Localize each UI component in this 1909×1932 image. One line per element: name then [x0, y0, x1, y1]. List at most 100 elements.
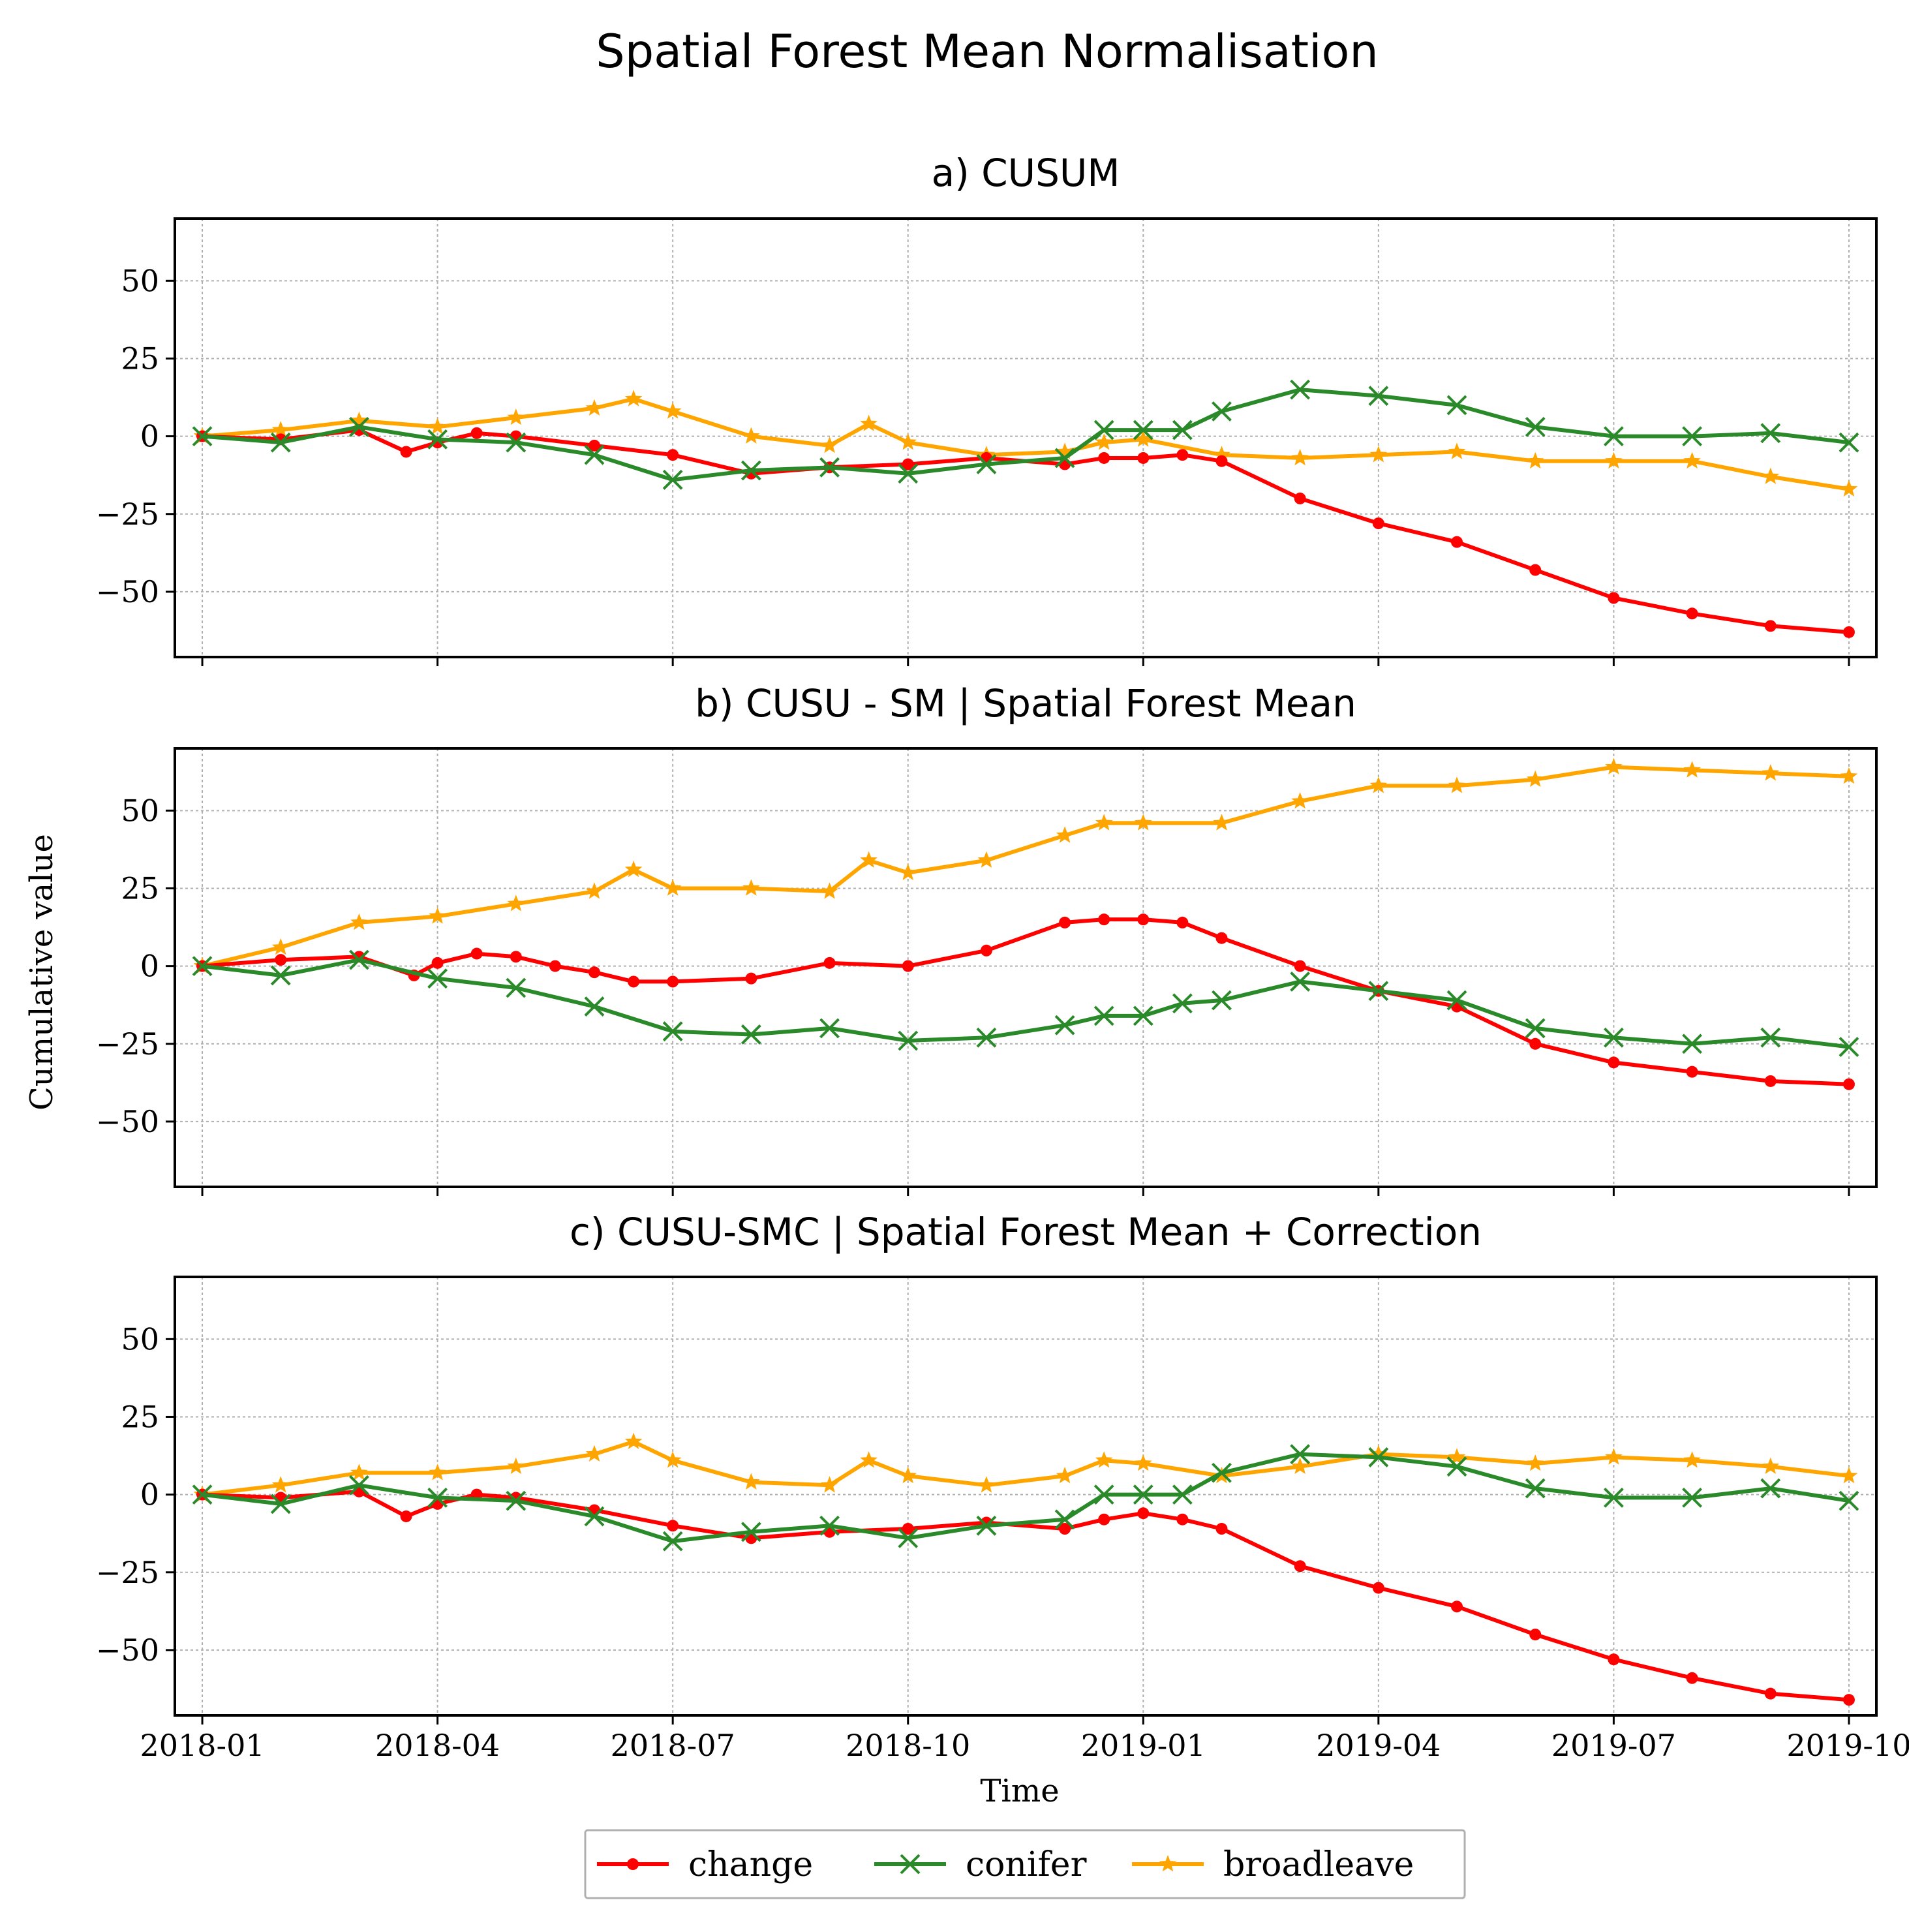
data-point-broadleave — [1095, 814, 1113, 831]
legend-label: change — [688, 1845, 813, 1884]
data-point-broadleave — [1762, 467, 1780, 484]
data-point-conifer — [427, 968, 448, 989]
data-point-broadleave — [1135, 1454, 1152, 1471]
y-tick-label: 25 — [121, 1399, 159, 1434]
y-axis-label: Cumulative value — [23, 834, 60, 1111]
data-point-broadleave — [1683, 452, 1701, 469]
data-point-broadleave — [507, 408, 525, 425]
data-point-broadleave — [271, 421, 290, 438]
data-point-change — [1098, 1513, 1110, 1526]
data-point-conifer — [819, 457, 840, 478]
data-point-conifer — [1290, 379, 1311, 400]
data-point-change — [1686, 1066, 1698, 1078]
x-tick-label: 2018-07 — [611, 1728, 735, 1763]
data-point-change — [275, 954, 287, 966]
data-point-conifer — [1172, 1484, 1193, 1505]
x-tick-label: 2019-01 — [1081, 1728, 1206, 1763]
data-point-change — [1294, 492, 1306, 504]
data-point-conifer — [1133, 1005, 1153, 1026]
data-point-broadleave — [1291, 449, 1309, 466]
data-point-broadleave — [1526, 770, 1544, 787]
data-point-conifer — [662, 469, 683, 490]
data-point-change — [1137, 452, 1150, 464]
data-point-broadleave — [899, 1467, 917, 1484]
data-point-change — [1608, 1653, 1620, 1666]
data-point-change — [510, 951, 522, 963]
legend-marker — [627, 1858, 639, 1870]
data-point-conifer — [1093, 420, 1114, 440]
data-point-conifer — [1603, 426, 1624, 447]
x-tick-label: 2019-04 — [1316, 1728, 1441, 1763]
y-tick-label: −25 — [96, 497, 159, 532]
data-point-change — [1764, 620, 1777, 632]
data-point-conifer — [1368, 1447, 1389, 1467]
data-point-change — [902, 458, 914, 470]
data-point-conifer — [1446, 1456, 1467, 1477]
data-point-change — [1215, 455, 1228, 467]
data-point-conifer — [1368, 386, 1389, 406]
data-point-broadleave — [1369, 1445, 1388, 1462]
data-point-conifer — [1212, 401, 1232, 422]
data-point-broadleave — [585, 882, 603, 899]
data-point-broadleave — [860, 851, 878, 868]
y-tick-label: 50 — [121, 1321, 159, 1357]
panel-title: c) CUSU-SMC | Spatial Forest Mean + Corr… — [570, 1210, 1482, 1254]
data-point-conifer — [898, 463, 919, 484]
legend-item-change: change — [597, 1845, 813, 1884]
series-line-conifer — [202, 958, 1850, 1049]
data-point-conifer — [1212, 990, 1232, 1011]
data-point-broadleave — [1369, 776, 1388, 793]
data-point-change — [1294, 960, 1306, 972]
y-tick-label: 50 — [121, 793, 159, 828]
data-point-conifer — [1760, 1027, 1781, 1048]
data-point-broadleave — [1762, 764, 1780, 781]
data-point-change — [470, 427, 483, 439]
data-point-broadleave — [977, 851, 996, 868]
data-point-conifer — [741, 460, 761, 481]
series-line-change — [202, 1489, 1850, 1702]
data-point-conifer — [192, 1484, 213, 1505]
series-change — [196, 424, 1855, 638]
data-point-broadleave — [1448, 776, 1466, 793]
data-point-change — [1098, 913, 1110, 926]
data-point-broadleave — [664, 1451, 682, 1468]
data-point-conifer — [506, 432, 527, 453]
data-point-change — [1215, 932, 1228, 944]
data-point-broadleave — [1526, 1454, 1544, 1471]
data-point-broadleave — [977, 1476, 996, 1493]
data-point-conifer — [976, 1027, 997, 1048]
y-tick-label: −25 — [96, 1555, 159, 1590]
panel-title: a) CUSUM — [932, 151, 1120, 195]
series-line-conifer — [202, 1452, 1850, 1544]
data-point-change — [667, 1520, 679, 1532]
y-tick-label: 0 — [140, 1477, 159, 1512]
data-point-conifer — [1760, 1478, 1781, 1499]
data-point-conifer — [1446, 990, 1467, 1011]
data-point-change — [1215, 1523, 1228, 1535]
x-tick-label: 2018-04 — [375, 1728, 500, 1763]
data-point-broadleave — [350, 913, 368, 930]
data-point-broadleave — [429, 907, 446, 924]
data-point-conifer — [1682, 1034, 1702, 1054]
data-point-broadleave — [1526, 452, 1544, 469]
data-point-change — [1608, 592, 1620, 604]
data-point-broadleave — [1369, 446, 1388, 463]
data-point-broadleave — [899, 863, 917, 880]
data-point-change — [745, 972, 757, 985]
data-point-broadleave — [1605, 1448, 1623, 1465]
x-tick-label: 2019-07 — [1551, 1728, 1676, 1763]
data-point-change — [1842, 626, 1855, 638]
data-point-broadleave — [1135, 430, 1152, 447]
y-tick-label: 25 — [121, 341, 159, 376]
x-axis-label: Time — [980, 1773, 1059, 1809]
data-point-change — [628, 975, 640, 988]
series-line-broadleave — [202, 1439, 1850, 1497]
figure-title: Spatial Forest Mean Normalisation — [596, 25, 1378, 78]
series-change — [196, 1485, 1855, 1706]
data-point-change — [549, 960, 561, 972]
data-point-broadleave — [1291, 1457, 1309, 1474]
data-point-change — [1176, 1513, 1189, 1526]
data-point-conifer — [1054, 1015, 1075, 1035]
data-point-conifer — [1839, 1037, 1859, 1057]
data-point-broadleave — [1095, 1451, 1113, 1468]
